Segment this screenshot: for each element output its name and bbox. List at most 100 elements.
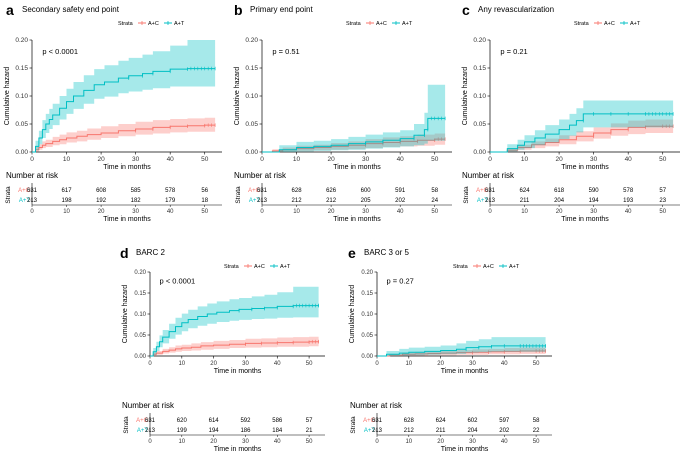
legend-label: A+T <box>280 264 291 270</box>
risk-value-ac: 624 <box>436 418 447 424</box>
risk-value-ac: 624 <box>520 188 531 194</box>
risk-x-tick-label: 0 <box>488 209 492 215</box>
y-tick-label: 0.00 <box>134 354 146 360</box>
x-tick-label: 40 <box>501 361 508 367</box>
legend-label: A+C <box>376 21 387 27</box>
risk-strata-label: Strata <box>463 186 470 204</box>
risk-value-at: 184 <box>272 428 283 434</box>
km-line-AC <box>377 350 546 357</box>
km-line-AT <box>490 113 674 153</box>
risk-value-ac: 631 <box>27 188 38 194</box>
km-line-AT <box>32 68 216 153</box>
p-value: p = 0.21 <box>500 47 527 56</box>
risk-row-label-ac: A+C <box>18 188 31 194</box>
risk-x-tick-label: 10 <box>293 209 300 215</box>
risk-value-ac: 631 <box>485 188 496 194</box>
risk-value-at: 21 <box>306 428 313 434</box>
risk-value-ac: 57 <box>306 418 313 424</box>
chart-title: BARC 3 or 5 <box>364 248 409 257</box>
risk-x-tick-label: 20 <box>437 439 444 445</box>
risk-value-ac: 617 <box>62 188 73 194</box>
risk-value-at: 205 <box>361 198 372 204</box>
risk-value-at: 186 <box>240 428 251 434</box>
risk-value-ac: 591 <box>395 188 406 194</box>
chart-title: Any revascularization <box>478 5 554 14</box>
risk-x-tick-label: 30 <box>132 209 139 215</box>
y-tick-label: 0.15 <box>361 291 373 297</box>
ci-band-AC <box>490 119 674 152</box>
y-axis-label: Cumulative hazard <box>462 67 469 125</box>
y-tick-label: 0.00 <box>361 354 373 360</box>
risk-x-tick-label: 0 <box>30 209 34 215</box>
risk-x-axis-label: Time in months <box>103 216 151 223</box>
risk-value-at: 213 <box>145 428 156 434</box>
risk-row-label-ac: A+C <box>476 188 489 194</box>
x-tick-label: 20 <box>210 361 217 367</box>
risk-value-at: 211 <box>436 428 446 434</box>
risk-value-at: 212 <box>292 198 303 204</box>
risk-x-tick-label: 40 <box>625 209 632 215</box>
risk-x-tick-label: 40 <box>501 439 508 445</box>
risk-x-tick-label: 10 <box>521 209 528 215</box>
risk-x-tick-label: 0 <box>375 439 379 445</box>
y-tick-label: 0.00 <box>473 149 486 156</box>
risk-value-ac: 597 <box>499 418 510 424</box>
x-tick-label: 50 <box>306 361 313 367</box>
risk-value-at: 204 <box>467 428 478 434</box>
y-tick-label: 0.15 <box>15 65 28 72</box>
legend-label: A+C <box>254 264 265 270</box>
y-axis-label: Cumulative hazard <box>349 285 356 343</box>
panel-e: e BARC 3 or 5 Strata A+C A+T 0.00 0.05 0.10 0.15… <box>348 245 552 453</box>
risk-x-tick-label: 20 <box>328 209 335 215</box>
risk-value-ac: 578 <box>165 188 176 194</box>
chart-title: Primary end point <box>250 5 313 14</box>
x-tick-label: 0 <box>260 156 264 163</box>
y-tick-label: 0.20 <box>134 270 146 276</box>
panel-c: c Any revascularization Strata A+C A+T 0.00 0.… <box>462 2 680 223</box>
x-tick-label: 10 <box>178 361 185 367</box>
panel-letter: e <box>348 245 356 261</box>
risk-strata-label: Strata <box>5 186 12 204</box>
x-axis-label: Time in months <box>103 164 151 171</box>
risk-x-tick-label: 10 <box>178 439 185 445</box>
x-tick-label: 20 <box>97 156 105 163</box>
x-tick-label: 10 <box>521 156 529 163</box>
y-tick-label: 0.00 <box>15 149 28 156</box>
panel-a: a Secondary safety end point Strata A+C A+T 0… <box>4 2 222 223</box>
risk-x-tick-label: 40 <box>167 209 174 215</box>
legend-title: Strata <box>224 264 240 270</box>
risk-x-tick-label: 30 <box>469 439 476 445</box>
risk-x-tick-label: 40 <box>397 209 404 215</box>
risk-value-ac: 586 <box>272 418 283 424</box>
x-tick-label: 30 <box>362 156 370 163</box>
risk-value-at: 213 <box>27 198 38 204</box>
risk-x-tick-label: 20 <box>210 439 217 445</box>
risk-value-ac: 57 <box>659 188 666 194</box>
y-tick-label: 0.20 <box>473 37 486 44</box>
x-axis-label: Time in months <box>214 368 262 375</box>
risk-value-at: 193 <box>623 198 634 204</box>
risk-strata-label: Strata <box>235 186 242 204</box>
risk-value-ac: 614 <box>209 418 220 424</box>
risk-x-tick-label: 10 <box>63 209 70 215</box>
risk-table-title: Number at risk <box>6 171 59 180</box>
risk-row-label-ac: A+C <box>248 188 261 194</box>
panel-letter: d <box>120 245 129 261</box>
x-tick-label: 30 <box>242 361 249 367</box>
risk-value-ac: 631 <box>257 188 268 194</box>
risk-value-ac: 608 <box>96 188 107 194</box>
y-tick-label: 0.10 <box>361 312 373 318</box>
risk-row-label-ac: A+C <box>363 418 376 424</box>
risk-row-label-at: A+T <box>249 198 261 204</box>
risk-strata-label: Strata <box>350 416 357 434</box>
legend-label: A+T <box>402 21 413 27</box>
risk-value-ac: 58 <box>431 188 438 194</box>
x-tick-label: 40 <box>397 156 405 163</box>
x-tick-label: 30 <box>590 156 598 163</box>
p-value: p = 0.27 <box>387 276 414 285</box>
risk-strata-label: Strata <box>123 416 130 434</box>
risk-value-at: 24 <box>431 198 438 204</box>
risk-row-label-at: A+T <box>364 428 376 434</box>
legend-title: Strata <box>346 21 362 27</box>
